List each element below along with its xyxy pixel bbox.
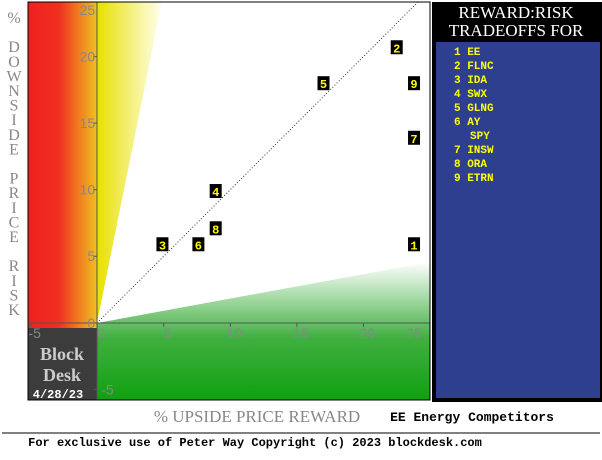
risk-wedge [97, 2, 162, 323]
point-label: 8 [212, 223, 219, 237]
point-label: 3 [159, 239, 166, 253]
loss-zone [28, 2, 97, 328]
y-tick-label: -5 [101, 381, 114, 397]
plot-frame [27, 1, 431, 401]
legend-item: 9 ETRN [454, 173, 494, 185]
legend-item: 4 SWX [454, 89, 487, 101]
point-label: 7 [410, 133, 417, 147]
x-axis-label: % UPSIDE PRICE REWARD [154, 407, 360, 426]
point-label: 6 [195, 239, 202, 253]
reward-wedge [97, 262, 430, 400]
x-tick-label: 5 [164, 325, 172, 341]
point-label: 2 [393, 42, 400, 56]
x-tick-label: -5 [28, 325, 41, 341]
y-tick-label: 20 [80, 49, 96, 65]
point-label: 4 [212, 186, 219, 200]
legend-item: 1 EE [454, 47, 481, 59]
legend-list-bg [436, 42, 600, 398]
point [317, 76, 330, 91]
legend-item: SPY [470, 131, 490, 143]
point [209, 221, 222, 236]
x-tick-label: 15 [293, 325, 309, 341]
y-axis-label: % DOWNSIDE PRICE RISK [5, 10, 22, 317]
brand-box [28, 328, 97, 400]
date: 4/28/23 [33, 388, 83, 402]
legend-item: 8 ORA [454, 159, 487, 171]
subtitle: EE Energy Competitors [390, 410, 554, 425]
point-label: 5 [320, 78, 327, 92]
x-tick-label: 0 [97, 325, 105, 341]
x-tick-label: 25 [406, 325, 422, 341]
parity-line [96, 2, 419, 324]
y-tick-label: 25 [80, 2, 96, 18]
x-tick-label: 20 [360, 325, 376, 341]
y-tick-label: 0 [87, 315, 95, 331]
brand: Block [40, 344, 84, 364]
point [408, 76, 421, 91]
y-tick-label: 10 [80, 182, 96, 198]
point [390, 40, 403, 55]
legend-item: 2 FLNC [454, 61, 494, 73]
y-tick-label: 15 [80, 115, 96, 131]
legend-item: 6 AY [454, 117, 481, 129]
point [156, 237, 169, 252]
footer: For exclusive use of Peter Way Copyright… [28, 436, 482, 450]
point-label: 9 [410, 78, 417, 92]
point [209, 184, 222, 199]
legend-item: 5 GLNG [454, 103, 494, 115]
y-tick-label: 5 [87, 248, 95, 264]
legend-title: REWARD:RISK [458, 3, 574, 22]
legend-title: TRADEOFFS FOR [449, 21, 584, 40]
point-label: 1 [410, 239, 417, 253]
x-tick-label: 10 [227, 325, 243, 341]
brand: Desk [43, 365, 81, 385]
point [408, 237, 421, 252]
legend-item: 3 IDA [454, 75, 487, 87]
point [192, 237, 205, 252]
plot [28, 2, 430, 400]
legend-item: 7 INSW [454, 145, 494, 157]
point [408, 130, 421, 145]
